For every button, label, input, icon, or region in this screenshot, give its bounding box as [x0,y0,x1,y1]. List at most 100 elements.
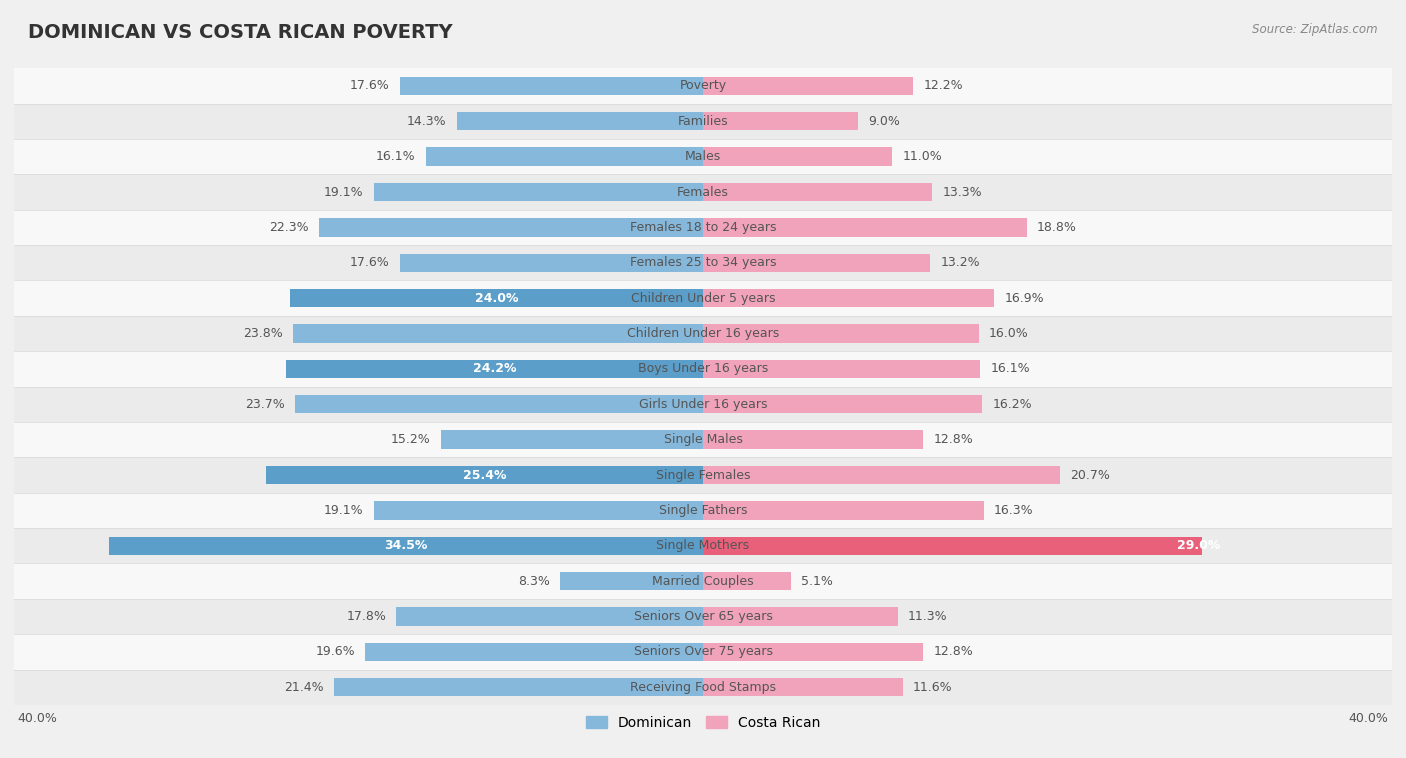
Text: 16.1%: 16.1% [375,150,415,163]
Text: 11.6%: 11.6% [912,681,953,694]
Text: 17.8%: 17.8% [346,610,387,623]
Text: 13.2%: 13.2% [941,256,980,269]
Text: Girls Under 16 years: Girls Under 16 years [638,398,768,411]
Bar [14,316,1392,351]
Text: 25.4%: 25.4% [463,468,506,481]
Bar [14,104,1392,139]
Text: Females: Females [678,186,728,199]
Text: Families: Families [678,114,728,128]
Bar [14,599,1392,634]
Bar [335,678,703,697]
Bar [374,183,703,201]
Bar [14,245,1392,280]
Bar [366,643,703,661]
Bar [14,387,1392,422]
Bar [703,254,931,272]
Text: Married Couples: Married Couples [652,575,754,587]
Text: 19.1%: 19.1% [323,186,364,199]
Bar [457,112,703,130]
Bar [292,324,703,343]
Bar [14,457,1392,493]
Text: Single Males: Single Males [664,433,742,446]
Bar [703,466,1060,484]
Text: 8.3%: 8.3% [517,575,550,587]
Text: 18.8%: 18.8% [1038,221,1077,234]
Text: 21.4%: 21.4% [284,681,323,694]
Legend: Dominican, Costa Rican: Dominican, Costa Rican [586,716,820,730]
Bar [14,422,1392,457]
Text: 16.9%: 16.9% [1004,292,1045,305]
Bar [319,218,703,236]
Bar [295,395,703,413]
Text: Seniors Over 65 years: Seniors Over 65 years [634,610,772,623]
Bar [703,643,924,661]
Text: 12.2%: 12.2% [924,80,963,92]
Text: 20.7%: 20.7% [1070,468,1109,481]
Text: 16.2%: 16.2% [993,398,1032,411]
Bar [399,77,703,95]
Bar [14,563,1392,599]
Bar [374,501,703,519]
Bar [703,572,790,590]
Bar [14,210,1392,245]
Text: 16.0%: 16.0% [988,327,1029,340]
Bar [560,572,703,590]
Bar [703,678,903,697]
Text: 40.0%: 40.0% [1348,712,1389,725]
Bar [290,289,703,307]
Text: Single Fathers: Single Fathers [659,504,747,517]
Text: Children Under 5 years: Children Under 5 years [631,292,775,305]
Text: 11.3%: 11.3% [908,610,948,623]
Bar [703,289,994,307]
Text: Males: Males [685,150,721,163]
Bar [703,501,984,519]
Text: Receiving Food Stamps: Receiving Food Stamps [630,681,776,694]
Text: 13.3%: 13.3% [942,186,981,199]
Text: 19.1%: 19.1% [323,504,364,517]
Bar [396,607,703,625]
Bar [14,351,1392,387]
Text: DOMINICAN VS COSTA RICAN POVERTY: DOMINICAN VS COSTA RICAN POVERTY [28,23,453,42]
Text: Poverty: Poverty [679,80,727,92]
Text: 29.0%: 29.0% [1177,539,1220,553]
Text: 16.1%: 16.1% [991,362,1031,375]
Bar [399,254,703,272]
Bar [703,324,979,343]
Bar [14,634,1392,669]
Text: 11.0%: 11.0% [903,150,942,163]
Text: Females 18 to 24 years: Females 18 to 24 years [630,221,776,234]
Text: 23.8%: 23.8% [243,327,283,340]
Text: 22.3%: 22.3% [269,221,308,234]
Bar [703,607,897,625]
Text: 17.6%: 17.6% [350,256,389,269]
Text: Children Under 16 years: Children Under 16 years [627,327,779,340]
Bar [703,77,912,95]
Bar [14,280,1392,316]
Text: 16.3%: 16.3% [994,504,1033,517]
Text: 12.8%: 12.8% [934,645,973,659]
Bar [14,669,1392,705]
Text: 23.7%: 23.7% [245,398,284,411]
Bar [703,431,924,449]
Text: 15.2%: 15.2% [391,433,430,446]
Text: 19.6%: 19.6% [315,645,356,659]
Bar [14,68,1392,104]
Text: 17.6%: 17.6% [350,80,389,92]
Bar [14,139,1392,174]
Text: Single Females: Single Females [655,468,751,481]
Bar [14,493,1392,528]
Text: 5.1%: 5.1% [801,575,832,587]
Text: 24.0%: 24.0% [475,292,517,305]
Text: Source: ZipAtlas.com: Source: ZipAtlas.com [1253,23,1378,36]
Bar [441,431,703,449]
Bar [703,395,981,413]
Text: 24.2%: 24.2% [472,362,516,375]
Bar [426,148,703,166]
Text: 9.0%: 9.0% [869,114,900,128]
Text: 34.5%: 34.5% [384,539,427,553]
Text: 14.3%: 14.3% [406,114,446,128]
Text: Boys Under 16 years: Boys Under 16 years [638,362,768,375]
Bar [703,537,1202,555]
Text: Females 25 to 34 years: Females 25 to 34 years [630,256,776,269]
Bar [703,218,1026,236]
